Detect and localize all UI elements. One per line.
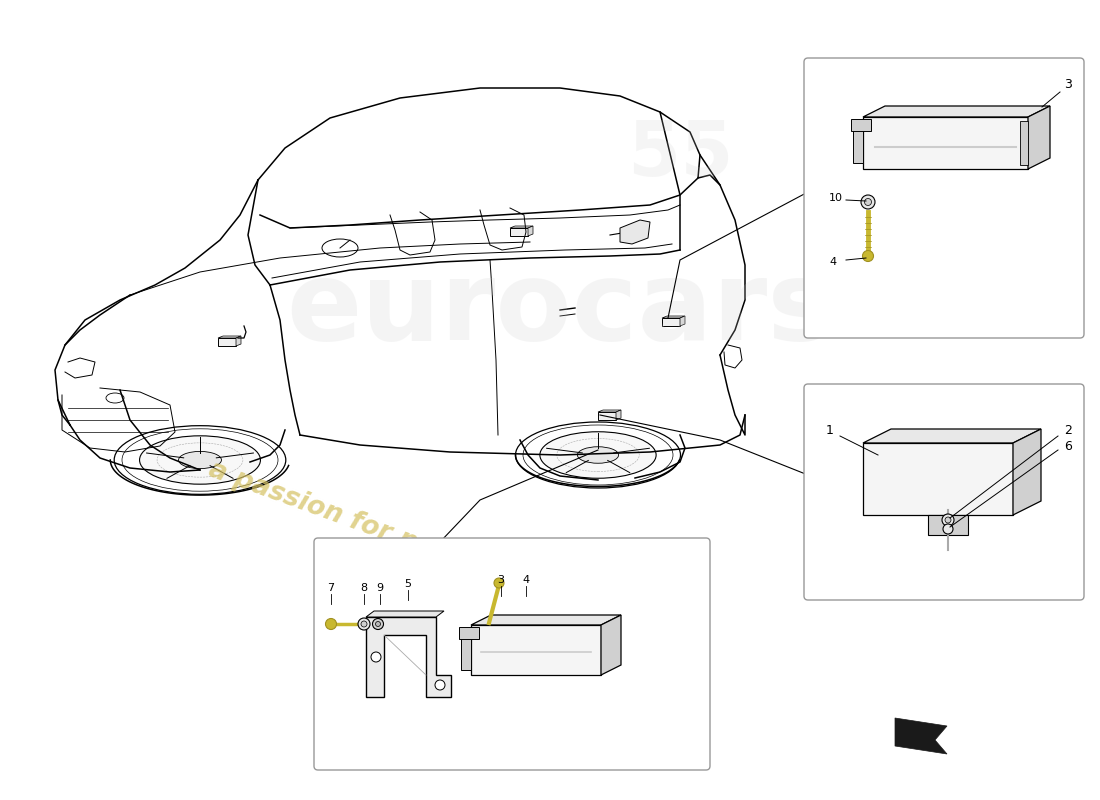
Polygon shape: [218, 336, 241, 338]
Text: eurocars: eurocars: [286, 257, 834, 363]
Polygon shape: [366, 617, 451, 697]
Circle shape: [942, 514, 954, 526]
Text: 7: 7: [328, 583, 334, 593]
Circle shape: [373, 618, 384, 630]
Polygon shape: [471, 625, 601, 675]
Polygon shape: [662, 316, 685, 318]
Ellipse shape: [178, 451, 221, 469]
Polygon shape: [928, 515, 968, 535]
Polygon shape: [461, 630, 471, 670]
Circle shape: [326, 618, 337, 630]
Circle shape: [361, 621, 367, 627]
Polygon shape: [620, 220, 650, 244]
Bar: [510, 228, 528, 236]
Polygon shape: [864, 117, 1028, 169]
Polygon shape: [510, 226, 534, 228]
Bar: [218, 338, 236, 346]
Circle shape: [865, 198, 871, 206]
Text: 5: 5: [405, 579, 411, 589]
Circle shape: [861, 195, 875, 209]
Polygon shape: [864, 443, 1013, 515]
Text: 10: 10: [829, 193, 843, 203]
Circle shape: [371, 652, 381, 662]
Text: 3: 3: [1064, 78, 1071, 90]
Polygon shape: [852, 123, 864, 163]
Text: 2: 2: [1064, 423, 1071, 437]
Circle shape: [943, 524, 953, 534]
Polygon shape: [1028, 106, 1050, 169]
Ellipse shape: [140, 436, 261, 484]
Polygon shape: [616, 410, 622, 420]
Polygon shape: [459, 627, 478, 639]
Text: 4: 4: [522, 575, 529, 585]
Polygon shape: [598, 410, 622, 412]
Polygon shape: [471, 615, 622, 625]
Polygon shape: [864, 106, 1050, 117]
Text: 9: 9: [376, 583, 384, 593]
Circle shape: [434, 680, 446, 690]
FancyBboxPatch shape: [314, 538, 710, 770]
FancyBboxPatch shape: [804, 384, 1084, 600]
Polygon shape: [864, 429, 1041, 443]
Circle shape: [945, 517, 952, 523]
Polygon shape: [236, 336, 241, 346]
Circle shape: [375, 622, 381, 626]
Polygon shape: [895, 718, 947, 754]
Text: 8: 8: [361, 583, 367, 593]
Polygon shape: [366, 611, 444, 617]
Circle shape: [862, 250, 873, 262]
Bar: [662, 318, 680, 326]
Text: 6: 6: [1064, 439, 1071, 453]
Polygon shape: [1020, 121, 1028, 165]
Ellipse shape: [540, 432, 656, 478]
Text: 4: 4: [829, 257, 837, 267]
Bar: [598, 412, 616, 420]
Text: a passion for parts since 1955: a passion for parts since 1955: [205, 456, 635, 634]
Text: 55: 55: [627, 118, 734, 192]
Polygon shape: [680, 316, 685, 326]
Polygon shape: [1013, 429, 1041, 515]
Text: 3: 3: [497, 575, 505, 585]
FancyBboxPatch shape: [804, 58, 1084, 338]
Circle shape: [358, 618, 370, 630]
Polygon shape: [851, 119, 871, 131]
Circle shape: [494, 578, 504, 588]
Ellipse shape: [578, 446, 618, 463]
Text: 1: 1: [826, 423, 834, 437]
Polygon shape: [601, 615, 621, 675]
Polygon shape: [528, 226, 534, 236]
